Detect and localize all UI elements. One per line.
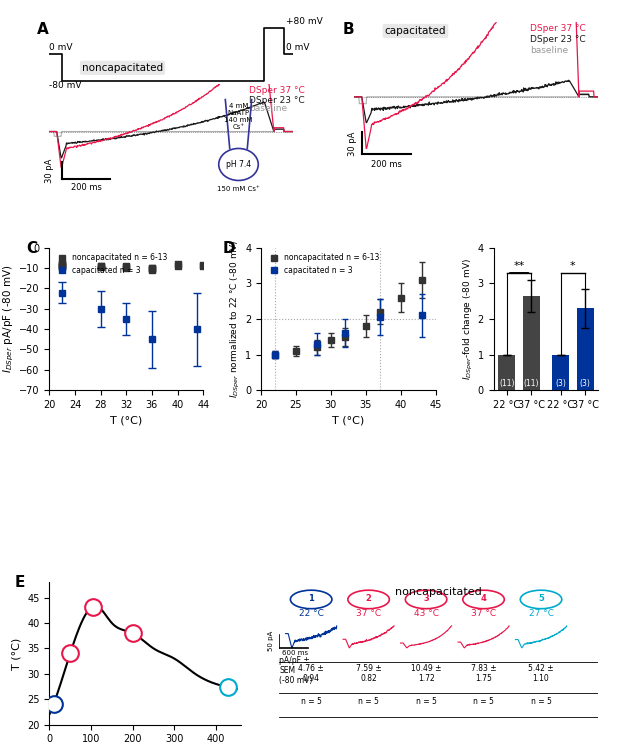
Text: 3: 3 — [90, 602, 96, 611]
Text: (3): (3) — [580, 379, 590, 388]
Text: 600 ms: 600 ms — [282, 650, 308, 656]
Point — [57, 261, 67, 273]
Text: 7.59 ±
0.82: 7.59 ± 0.82 — [356, 663, 381, 683]
Point — [96, 260, 106, 272]
Point — [173, 260, 183, 272]
Text: n = 5: n = 5 — [416, 698, 436, 707]
Point — [96, 261, 106, 273]
Point — [147, 262, 157, 274]
Point — [57, 260, 67, 272]
Text: 1: 1 — [308, 594, 314, 604]
Y-axis label: $I_{DSper}$-fold change (-80 mV): $I_{DSper}$-fold change (-80 mV) — [462, 258, 475, 380]
Text: (3): (3) — [555, 379, 566, 388]
Point — [57, 259, 67, 271]
Y-axis label: $I_{DSper}$ pA/pF (-80 mV): $I_{DSper}$ pA/pF (-80 mV) — [2, 264, 17, 374]
Text: 1: 1 — [51, 700, 57, 709]
Point — [122, 262, 131, 274]
Text: pA/pF ±
SEM
(-80 mV): pA/pF ± SEM (-80 mV) — [280, 656, 313, 686]
Text: 37 °C: 37 °C — [471, 609, 496, 619]
Text: 50 pA: 50 pA — [268, 630, 275, 651]
Text: B: B — [342, 22, 354, 37]
X-axis label: T (°C): T (°C) — [110, 415, 143, 425]
Text: 4.76 ±
0.94: 4.76 ± 0.94 — [298, 663, 324, 683]
Text: 2: 2 — [67, 649, 73, 658]
Text: (11): (11) — [524, 379, 539, 388]
Y-axis label: $I_{DSper}$ normalized to 22 °C (-80 mV): $I_{DSper}$ normalized to 22 °C (-80 mV) — [229, 240, 242, 398]
Point — [122, 261, 131, 273]
Text: n = 5: n = 5 — [473, 698, 494, 707]
Point — [57, 258, 67, 270]
Bar — [523, 296, 540, 390]
Text: 5: 5 — [225, 683, 231, 692]
Text: noncapacitated: noncapacitated — [395, 586, 482, 597]
Text: C: C — [27, 241, 38, 255]
Text: 43 °C: 43 °C — [413, 609, 439, 619]
Text: *: * — [570, 261, 576, 271]
Point — [198, 259, 208, 271]
Text: 22 °C: 22 °C — [299, 609, 323, 619]
Text: n = 5: n = 5 — [358, 698, 379, 707]
Point — [147, 262, 157, 274]
Text: **: ** — [513, 261, 525, 271]
Text: (11): (11) — [499, 379, 515, 388]
Bar — [577, 309, 594, 390]
Text: 10.49 ±
1.72: 10.49 ± 1.72 — [411, 663, 441, 683]
Text: D: D — [223, 241, 235, 255]
Legend: noncapacitated n = 6-13, capacitated n = 3: noncapacitated n = 6-13, capacitated n =… — [265, 252, 381, 276]
Text: n = 5: n = 5 — [300, 698, 321, 707]
Point — [173, 258, 183, 270]
X-axis label: T (°C): T (°C) — [333, 415, 365, 425]
Text: 27 °C: 27 °C — [529, 609, 553, 619]
Bar — [552, 355, 569, 390]
Point — [96, 260, 106, 272]
Bar — [499, 355, 515, 390]
Text: n = 5: n = 5 — [531, 698, 552, 707]
Point — [57, 260, 67, 272]
Text: 4: 4 — [481, 594, 486, 604]
Y-axis label: T (°C): T (°C) — [12, 637, 22, 669]
Text: 4: 4 — [130, 629, 136, 638]
Point — [122, 260, 131, 272]
Text: 2: 2 — [366, 594, 371, 604]
Point — [198, 260, 208, 272]
Point — [147, 263, 157, 275]
Text: E: E — [15, 575, 25, 590]
Text: 37 °C: 37 °C — [356, 609, 381, 619]
Text: 5: 5 — [538, 594, 544, 604]
Text: 3: 3 — [423, 594, 429, 604]
Point — [147, 264, 157, 276]
Text: A: A — [37, 22, 49, 37]
Legend: noncapacitated n = 6-13, capacitated n = 3: noncapacitated n = 6-13, capacitated n =… — [53, 252, 169, 276]
Text: 5.42 ±
1.10: 5.42 ± 1.10 — [528, 663, 554, 683]
Point — [57, 258, 67, 270]
Text: 7.83 ±
1.75: 7.83 ± 1.75 — [471, 663, 496, 683]
